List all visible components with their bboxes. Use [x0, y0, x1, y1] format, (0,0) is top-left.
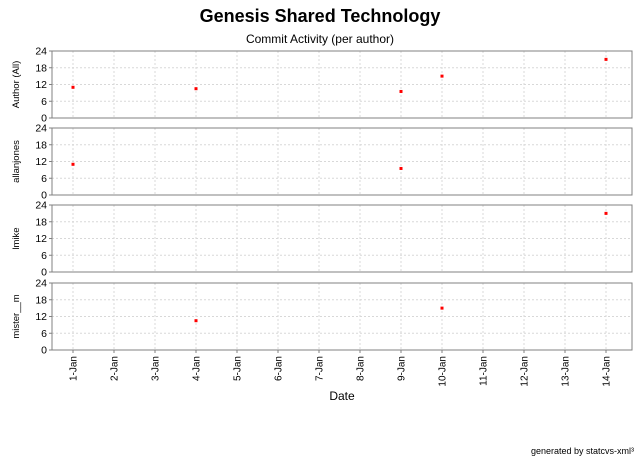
y-tick-label: 12	[35, 311, 47, 323]
x-tick-label: 10-Jan	[438, 356, 449, 387]
data-point	[399, 166, 403, 170]
generator-credit: generated by statcvs-xml³	[530, 446, 634, 456]
y-tick-label: 0	[41, 345, 47, 357]
plot-frame	[51, 127, 633, 196]
y-tick-label: 0	[41, 190, 47, 202]
y-tick-label: 18	[35, 294, 47, 306]
x-tick-label: 8-Jan	[356, 356, 367, 381]
panel-3: 0 6 12 18 24 lmike	[11, 200, 633, 279]
y-tick-label: 24	[35, 278, 47, 290]
plot-frame	[51, 50, 633, 119]
y-axis-label: allanjones	[11, 140, 22, 183]
data-point	[399, 89, 403, 93]
x-axis-label: Date	[329, 389, 355, 403]
data-point	[71, 85, 75, 89]
chart-subtitle: Commit Activity (per author)	[245, 32, 395, 46]
data-point	[604, 211, 608, 215]
y-tick-label: 6	[41, 173, 47, 185]
chart-title: Genesis Shared Technology	[199, 6, 441, 26]
x-tick-label: 6-Jan	[274, 356, 285, 381]
y-tick-label: 0	[41, 113, 47, 125]
y-tick-label: 24	[35, 200, 47, 212]
x-tick-label: 7-Jan	[315, 356, 326, 381]
y-tick-label: 12	[35, 233, 47, 245]
y-tick-label: 18	[35, 216, 47, 228]
data-point	[604, 57, 608, 61]
data-point	[440, 74, 444, 78]
y-tick-label: 12	[35, 79, 47, 91]
y-axis-label: mister__m	[11, 294, 22, 338]
y-axis-label: lmike	[11, 227, 22, 249]
panel-1: 0 6 12 18 24 Author (All)	[11, 46, 633, 125]
x-axis: 1-Jan 2-Jan 3-Jan 4-Jan 5-Jan 6-Jan 7-Jan 8-Jan…	[69, 350, 613, 387]
x-tick-label: 12-Jan	[520, 356, 531, 387]
data-point	[440, 306, 444, 310]
y-tick-label: 18	[35, 139, 47, 151]
x-tick-label: 13-Jan	[561, 356, 572, 387]
y-tick-label: 6	[41, 328, 47, 340]
data-point	[194, 87, 198, 91]
x-tick-label: 5-Jan	[233, 356, 244, 381]
x-tick-label: 11-Jan	[479, 356, 490, 386]
panel-4: 0 6 12 18 24 mister__m	[11, 278, 633, 357]
x-tick-label: 14-Jan	[602, 356, 613, 387]
y-tick-label: 18	[35, 62, 47, 74]
x-tick-label: 1-Jan	[69, 356, 80, 381]
y-tick-label: 6	[41, 96, 47, 108]
y-tick-label: 12	[35, 156, 47, 168]
panel-2: 0 6 12 18 24 allanjones	[11, 123, 633, 202]
data-point	[71, 162, 75, 166]
plot-frame	[51, 204, 633, 273]
x-tick-label: 9-Jan	[397, 356, 408, 381]
x-tick-label: 4-Jan	[192, 356, 203, 381]
y-tick-label: 0	[41, 267, 47, 279]
y-axis-label: Author (All)	[11, 61, 22, 109]
y-tick-label: 24	[35, 46, 47, 58]
data-point	[194, 319, 198, 323]
x-tick-label: 3-Jan	[151, 356, 162, 381]
plot-frame	[51, 282, 633, 351]
y-tick-label: 6	[41, 250, 47, 262]
y-tick-label: 24	[35, 123, 47, 135]
x-tick-label: 2-Jan	[110, 356, 121, 381]
